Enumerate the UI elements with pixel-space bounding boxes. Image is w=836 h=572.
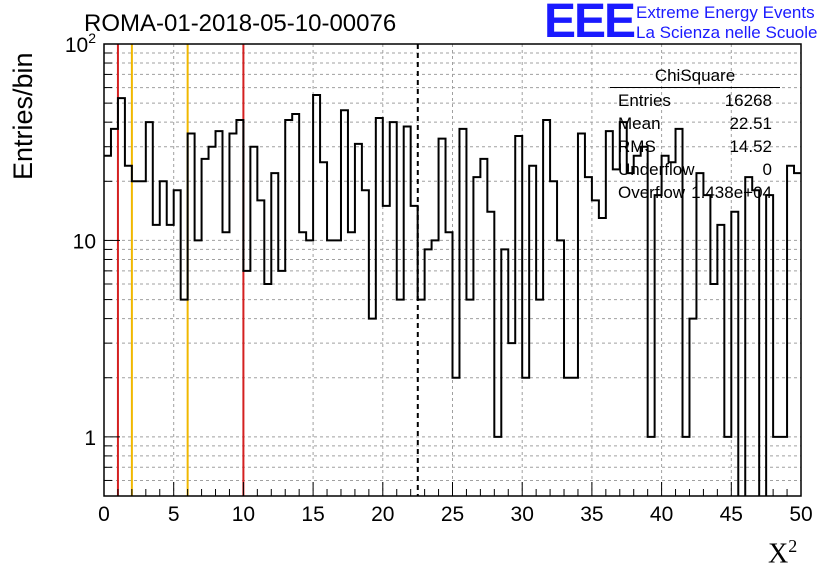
stats-row-underflow: Underflow 0 [610,158,780,181]
histogram-line [104,94,801,496]
stats-value: 22.51 [729,114,772,133]
eee-brand: EEE Extreme Energy Events La Scienza nel… [544,0,834,48]
stats-value: 1.438e+04 [691,183,772,202]
stats-label: Overflow [618,183,686,202]
x-tick-label: 15 [301,503,324,526]
stats-label: Underflow [618,160,695,179]
stats-value: 14.52 [729,137,772,156]
x-tick-label: 30 [511,503,534,526]
x-axis-label: X2 [768,536,797,570]
stats-title: ChiSquare [610,66,780,88]
x-tick-label: 20 [371,503,394,526]
x-tick-label: 50 [789,503,812,526]
y-tick-label: 1 [84,427,96,450]
stats-label: Mean [618,114,661,133]
x-tick-label: 25 [441,503,464,526]
x-tick-label: 5 [168,503,180,526]
x-tick-label: 35 [580,503,603,526]
y-tick-label: 10 [73,230,96,253]
eee-logo: EEE [544,0,636,48]
stats-row-mean: Mean 22.51 [610,112,780,135]
x-tick-label: 10 [232,503,255,526]
x-tick-label: 0 [98,503,110,526]
stats-row-entries: Entries 16268 [610,89,780,112]
brand-line2: La Scienza nelle Scuole [636,23,818,42]
y-axis-label: Entries/bin [8,52,38,180]
axis-ticks [103,52,802,497]
x-tick-label: 40 [650,503,673,526]
stats-row-overflow: Overflow 1.438e+04 [610,181,780,204]
stats-label: RMS [618,137,656,156]
x-axis-label-base: X [768,538,789,570]
stats-value: 16268 [724,91,772,110]
x-tick-label: 45 [720,503,743,526]
stats-value: 0 [762,160,772,179]
stats-label: Entries [618,91,671,110]
y-tick-label-sup: 2 [88,30,96,46]
brand-line1: Extreme Energy Events [636,3,815,22]
run-title: ROMA-01-2018-05-10-00076 [84,10,397,37]
stats-box: ChiSquare Entries 16268 Mean 22.51 RMS 14.5… [610,66,780,204]
x-axis-label-sup: 2 [788,536,798,556]
reference-lines [116,44,419,496]
stats-row-rms: RMS 14.52 [610,135,780,158]
